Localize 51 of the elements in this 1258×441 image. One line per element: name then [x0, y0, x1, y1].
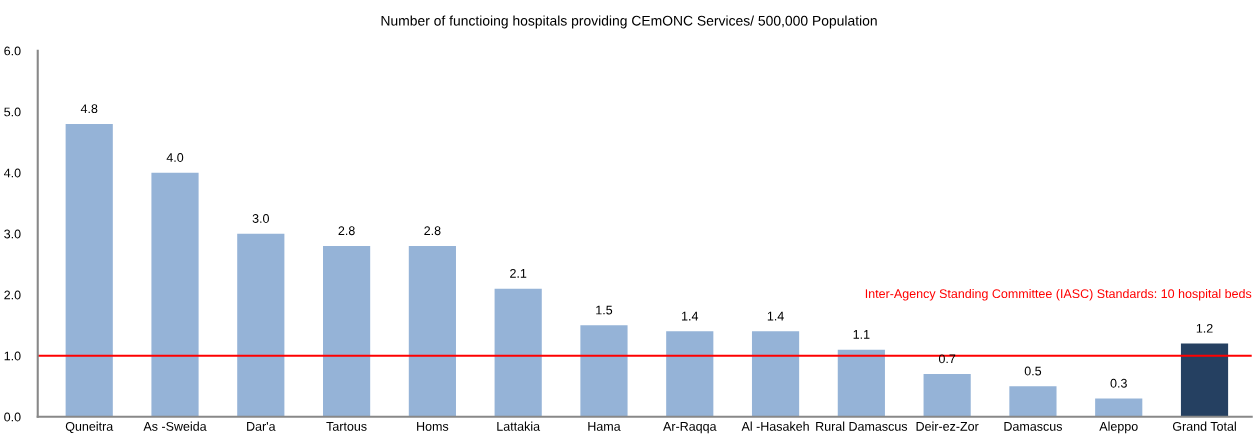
x-tick-label: Ar-Raqqa — [663, 422, 717, 434]
x-tick-label: Damascus — [1004, 422, 1063, 431]
data-label: 1.5 — [596, 305, 613, 315]
data-label: 1.1 — [853, 330, 870, 339]
bar — [923, 374, 971, 417]
bar — [494, 288, 542, 417]
y-tick-label: 0.0 — [4, 412, 21, 422]
y-tick-label: 6.0 — [4, 46, 21, 56]
data-label: 3.0 — [252, 214, 269, 223]
chart-title: Number of functioing hospitals providing CEmONC Services/ 500,000 Population — [381, 15, 877, 29]
data-label: 4.8 — [80, 104, 98, 114]
data-label: 1.4 — [682, 311, 699, 321]
x-tick-label: Grand Total — [1172, 421, 1236, 431]
y-tick-label: 1.0 — [4, 351, 21, 361]
data-label: 0.7 — [938, 354, 956, 364]
bar — [323, 245, 371, 417]
x-tick-label: Hama — [588, 422, 621, 431]
bar — [1095, 398, 1143, 417]
bar — [837, 349, 885, 417]
y-tick-label: 5.0 — [4, 107, 21, 117]
bar — [151, 172, 199, 417]
data-label: 2.8 — [424, 226, 441, 236]
x-tick-label: Al -Hasakeh — [741, 421, 809, 431]
data-label: 1.2 — [1196, 323, 1213, 333]
x-tick-label: As -Sweida — [143, 421, 207, 431]
x-tick-label: Homs — [417, 422, 449, 431]
x-tick-label: Dar'a — [247, 422, 276, 431]
data-label: 0.3 — [1110, 378, 1127, 388]
x-tick-label: Deir-ez-Zor — [916, 421, 979, 431]
bar — [237, 233, 285, 417]
bar — [65, 123, 113, 417]
x-tick-label: Tartous — [326, 422, 367, 431]
data-label: 2.8 — [338, 226, 355, 236]
bar — [1180, 343, 1229, 417]
y-tick-label: 4.0 — [3, 168, 21, 178]
x-tick-label: Lattakia — [497, 421, 541, 431]
y-tick-label: 2.0 — [4, 290, 21, 300]
x-tick-label: Rural Damascus — [816, 421, 908, 431]
bar — [1009, 386, 1057, 417]
bar — [408, 245, 456, 417]
data-label: 2.1 — [510, 268, 527, 278]
bar — [580, 325, 628, 417]
data-label: 0.5 — [1024, 366, 1042, 376]
y-tick-label: 3.0 — [4, 229, 21, 239]
x-tick-label: Quneitra — [65, 421, 114, 434]
data-label: 1.4 — [767, 311, 784, 321]
annotation: Inter-Agency Standing Committee (IASC) Standards: 10 hospital beds — [865, 288, 1252, 301]
data-label: 4.0 — [166, 153, 184, 162]
bar — [751, 331, 800, 417]
bar — [666, 331, 714, 417]
x-tick-label: Aleppo — [1099, 421, 1138, 434]
